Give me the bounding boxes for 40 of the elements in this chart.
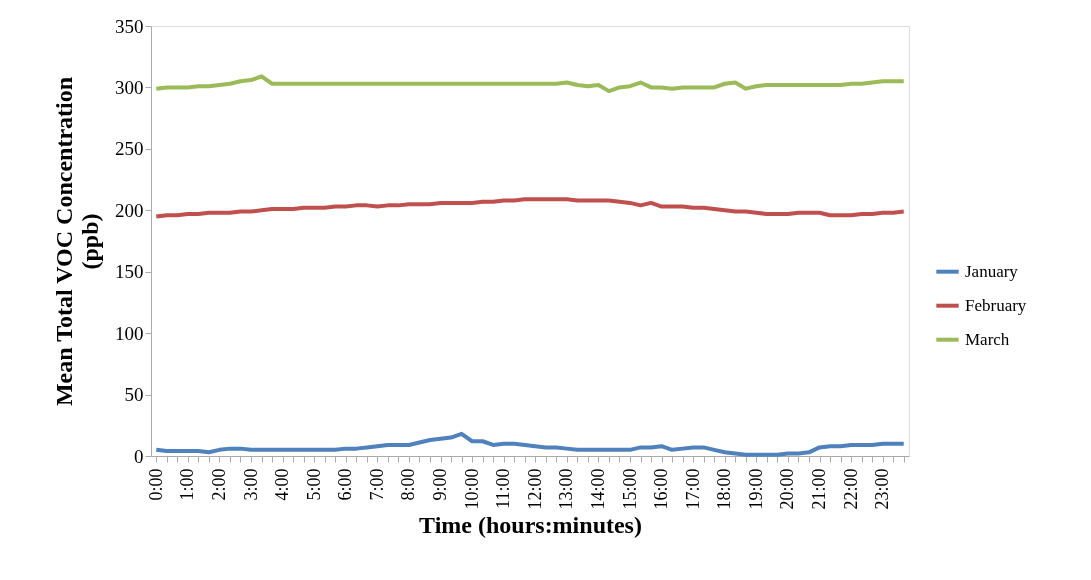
legend-label: February — [965, 295, 1027, 315]
x-tick-label: 15:00 — [619, 468, 640, 510]
x-tick-label: 12:00 — [524, 468, 545, 510]
x-tick-label: 2:00 — [208, 468, 229, 501]
x-tick-label: 1:00 — [177, 468, 198, 501]
y-tick-label: 150 — [115, 261, 144, 283]
y-tick-label: 300 — [115, 76, 144, 98]
x-tick-label: 23:00 — [872, 468, 893, 510]
line-series — [154, 197, 906, 219]
x-tick-label: 6:00 — [335, 468, 356, 501]
x-tick-label: 14:00 — [587, 468, 608, 510]
x-tick-label: 17:00 — [682, 468, 703, 510]
x-tick-label: 7:00 — [366, 468, 387, 501]
y-tick-label: 350 — [115, 15, 144, 37]
line-series — [154, 431, 906, 457]
x-tick-label: 21:00 — [809, 468, 830, 510]
x-tick-label: 0:00 — [145, 468, 166, 501]
x-tick-label: 22:00 — [840, 468, 861, 510]
legend-label: March — [965, 329, 1010, 349]
x-tick-label: 8:00 — [398, 468, 419, 501]
x-tick-label: 20:00 — [777, 468, 798, 510]
x-tick-label: 19:00 — [745, 468, 766, 510]
y-axis-title: Mean Total VOC Concentration (ppb) — [51, 76, 103, 407]
x-axis-title: Time (hours:minutes) — [419, 511, 642, 538]
x-tick-label: 9:00 — [430, 468, 451, 501]
y-tick-label: 200 — [115, 199, 144, 221]
x-tick-label: 18:00 — [714, 468, 735, 510]
line-series — [154, 74, 906, 94]
x-tick-label: 5:00 — [303, 468, 324, 501]
x-tick-label: 16:00 — [651, 468, 672, 510]
y-tick-label: 100 — [115, 322, 144, 344]
x-tick-label: 11:00 — [493, 468, 514, 509]
y-tick-label: 250 — [115, 138, 144, 160]
legend-label: January — [965, 261, 1019, 281]
x-tick-label: 10:00 — [461, 468, 482, 510]
x-tick-label: 4:00 — [272, 468, 293, 501]
y-tick-label: 50 — [124, 384, 144, 406]
x-tick-label: 13:00 — [556, 468, 577, 510]
x-tick-label: 3:00 — [240, 468, 261, 501]
y-tick-label: 0 — [134, 445, 144, 467]
